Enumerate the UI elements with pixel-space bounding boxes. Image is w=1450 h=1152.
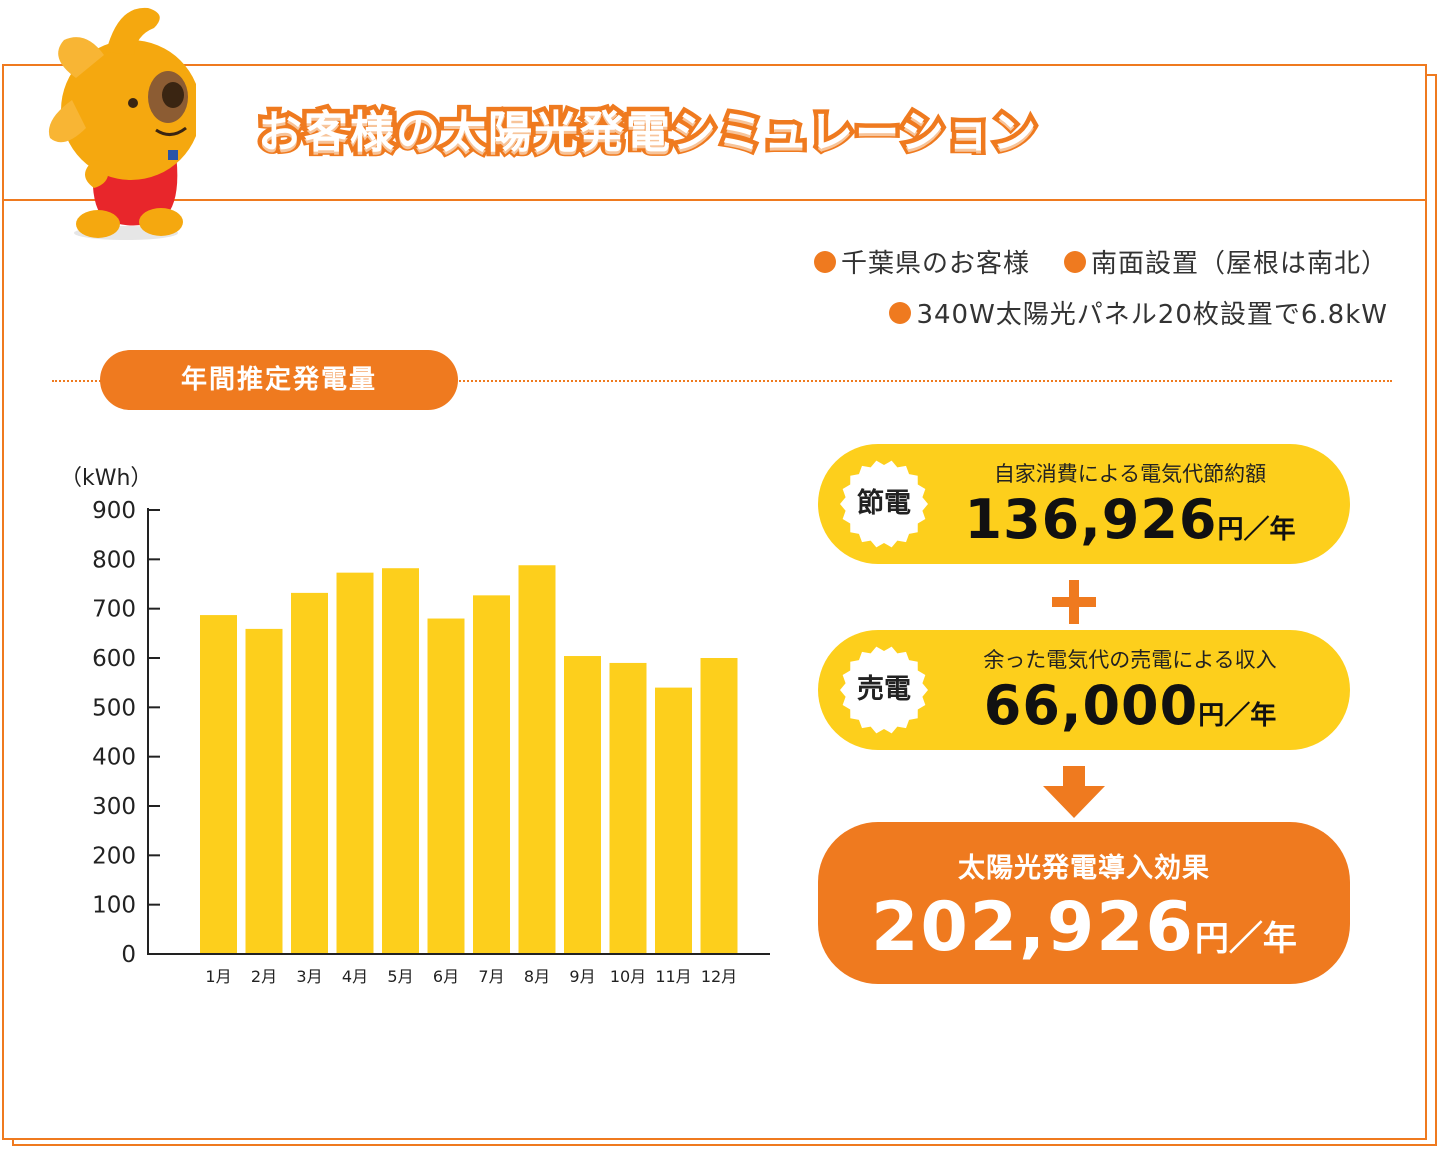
bar-10	[609, 662, 647, 954]
x-tick-label: 6月	[433, 967, 459, 986]
y-tick-label: 400	[92, 745, 136, 771]
info-line-1: 千葉県のお客様 南面設置（屋根は南北）	[813, 243, 1388, 280]
y-tick-label: 800	[92, 547, 136, 573]
selling-unit: 円／年	[1198, 701, 1277, 731]
dog-mascot-illustration	[48, 7, 196, 240]
selling-value: 66,000	[983, 674, 1199, 737]
selling-card: 売電 余った電気代の売電による収入 66,000円／年	[818, 630, 1350, 750]
result-value: 202,926	[871, 888, 1195, 967]
savings-unit: 円／年	[1217, 515, 1296, 545]
bar-3	[291, 592, 328, 954]
monthly-generation-chart: （kWh） 0 100 200 300 400 500 600 700 800 900 1月 2月 3…	[60, 466, 770, 986]
x-tick-label: 5月	[387, 967, 413, 986]
bar-11	[655, 687, 692, 954]
installation-info: 南面設置（屋根は南北）	[1090, 249, 1388, 279]
page-title: お客様の太陽光発電シミュレーション	[254, 103, 1041, 163]
savings-value: 136,926	[964, 488, 1218, 551]
panel-info: 340W太陽光パネル20枚設置で6.8kW	[916, 300, 1388, 330]
arrow-down-icon	[1043, 766, 1105, 818]
bar-1	[200, 615, 237, 954]
bar-9	[564, 656, 601, 954]
y-tick-label: 700	[92, 597, 136, 623]
x-tick-label: 12月	[701, 967, 737, 986]
savings-badge-seal	[840, 460, 928, 548]
bar-2	[245, 628, 283, 954]
x-tick-label: 8月	[524, 967, 550, 986]
selling-badge-seal	[840, 646, 928, 734]
selling-amount: 66,000円／年	[930, 674, 1330, 737]
y-tick-label: 300	[92, 794, 136, 820]
savings-badge: 節電	[857, 488, 911, 519]
selling-badge: 売電	[857, 674, 911, 705]
customer-info: 千葉県のお客様	[840, 249, 1030, 279]
bullet-dot-icon	[813, 250, 836, 273]
savings-label: 自家消費による電気代節約額	[993, 462, 1267, 486]
y-tick-label: 0	[121, 942, 136, 968]
result-unit: 円／年	[1194, 919, 1297, 959]
section-divider	[52, 380, 1392, 382]
header-divider	[2, 199, 1427, 201]
bullet-dot-icon	[1063, 250, 1086, 273]
savings-card: 節電 自家消費による電気代節約額 136,926円／年	[818, 444, 1350, 564]
x-tick-label: 10月	[610, 967, 646, 986]
y-tick-label: 100	[92, 893, 136, 919]
section-label: 年間推定発電量	[100, 350, 458, 410]
bar-7	[473, 595, 510, 954]
x-tick-label: 2月	[251, 967, 277, 986]
selling-label: 余った電気代の売電による収入	[983, 648, 1277, 672]
bar-5	[382, 568, 419, 954]
y-tick-label: 600	[92, 646, 136, 672]
result-card: 太陽光発電導入効果 202,926円／年	[818, 822, 1350, 984]
x-tick-label: 3月	[296, 967, 322, 986]
bullet-dot-icon	[889, 301, 912, 324]
y-tick-label: 900	[92, 498, 136, 524]
bar-12	[700, 658, 738, 954]
info-line-2: 340W太陽光パネル20枚設置で6.8kW	[889, 294, 1388, 331]
x-tick-label: 11月	[655, 967, 691, 986]
x-tick-label: 1月	[205, 967, 231, 986]
bar-4	[336, 572, 374, 954]
y-axis-unit: （kWh）	[60, 466, 152, 491]
y-tick-label: 200	[92, 843, 136, 869]
bar-8	[518, 565, 556, 954]
x-tick-label: 7月	[478, 967, 504, 986]
result-label: 太陽光発電導入効果	[958, 853, 1210, 884]
bar-6	[427, 618, 465, 954]
savings-amount: 136,926円／年	[930, 488, 1330, 551]
plus-icon	[1052, 580, 1096, 624]
x-tick-label: 9月	[569, 967, 595, 986]
y-tick-label: 500	[92, 695, 136, 721]
x-tick-label: 4月	[342, 967, 368, 986]
result-amount: 202,926円／年	[818, 888, 1350, 967]
